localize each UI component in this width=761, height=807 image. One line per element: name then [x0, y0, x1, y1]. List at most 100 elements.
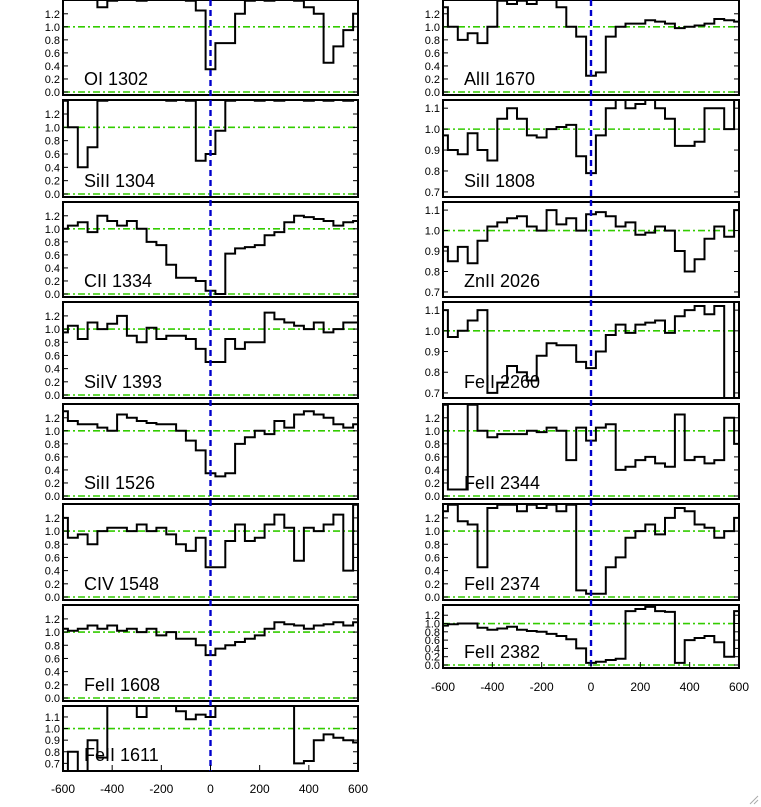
line-label: OI 1302 — [84, 69, 148, 89]
y-tick-label: 0.0 — [425, 660, 440, 672]
line-label: FeII 2260 — [464, 372, 540, 392]
panel-siii-1304: 0.00.2 0.40.60.8 1.01.2 SiII 1304 — [45, 99, 359, 201]
y-tick-label: 0.0 — [45, 87, 60, 99]
y-tick-label: 1.0 — [45, 122, 60, 134]
x-tick-label: -600 — [431, 680, 455, 694]
y-tick-label: 0.2 — [425, 579, 440, 591]
resize-grip-icon[interactable] — [747, 793, 759, 805]
spectrum-trace — [63, 311, 358, 363]
y-tick-label: 1.0 — [45, 724, 60, 736]
x-tick-label: 0 — [207, 782, 214, 796]
y-tick-label: 1.0 — [425, 226, 440, 238]
y-tick-label: 0.0 — [45, 693, 60, 705]
panel-siiv-1393: 0.00.20.4 0.60.81.01.2 SiIV 1393 — [45, 301, 359, 402]
y-tick-label: 1.0 — [425, 526, 440, 538]
y-tick-label: 1.0 — [425, 619, 440, 631]
panel-feii-2344: 0.00.20.40.60.81.01.2 FeII 2344 — [425, 403, 740, 503]
y-tick-label: 0.4 — [45, 61, 60, 73]
y-tick-label: 1.0 — [45, 526, 60, 538]
y-tick-label: 0.2 — [45, 74, 60, 86]
y-tick-label: 0.0 — [425, 491, 440, 503]
y-tick-label: 0.6 — [45, 452, 60, 464]
y-tick-label: 1.2 — [45, 9, 60, 21]
line-label: FeII 2374 — [464, 574, 540, 594]
line-label: ZnII 2026 — [464, 271, 540, 291]
line-label: FeII 1611 — [84, 745, 159, 765]
y-tick-label: 0.7 — [425, 187, 440, 199]
spectrum-trace — [443, 0, 739, 77]
spectrum-trace — [66, 706, 358, 771]
y-tick-label: 1.1 — [425, 205, 440, 217]
y-tick-label: 0.4 — [425, 566, 440, 578]
spectrum-trace — [443, 404, 739, 491]
y-tick-label: 0.4 — [425, 465, 440, 477]
y-tick-label: 0.2 — [425, 478, 440, 490]
y-tick-label: 1.1 — [425, 305, 440, 317]
y-tick-label: 1.2 — [425, 610, 440, 622]
y-tick-label: 1.0 — [45, 22, 60, 34]
line-label: FeII 2344 — [464, 473, 540, 493]
y-tick-label: 0.0 — [425, 87, 440, 99]
y-tick-label: 0.4 — [45, 364, 60, 376]
y-tick-label: 0.6 — [45, 250, 60, 262]
y-tick-label: 0.8 — [425, 367, 440, 379]
x-tick-label: -200 — [149, 782, 173, 796]
y-tick-label: 0.0 — [45, 592, 60, 604]
y-tick-label: 1.2 — [45, 211, 60, 223]
y-tick-label: 0.6 — [45, 350, 60, 362]
y-tick-label: 1.0 — [45, 224, 60, 236]
y-tick-label: 0.9 — [425, 347, 440, 359]
line-label: CIV 1548 — [84, 574, 159, 594]
y-tick-label: 0.4 — [45, 566, 60, 578]
y-tick-label: 0.2 — [45, 680, 60, 692]
panel-feii-1608: 0.00.20.4 0.60.81.01.2 FeII 1608 — [45, 604, 359, 705]
spectrum-trace — [443, 302, 736, 398]
y-tick-label: 0.9 — [425, 145, 440, 157]
y-tick-label: 0.8 — [425, 539, 440, 551]
x-tick-label: 200 — [630, 680, 650, 694]
spectrum-trace — [63, 504, 358, 572]
y-tick-label: 0.2 — [425, 652, 440, 664]
y-tick-label: 1.2 — [425, 9, 440, 21]
x-tick-label: 0 — [588, 680, 595, 694]
y-tick-label: 1.2 — [45, 413, 60, 425]
y-tick-label: 0.8 — [425, 166, 440, 178]
y-tick-label: 1.0 — [425, 326, 440, 338]
y-tick-label: 0.8 — [425, 439, 440, 451]
y-tick-label: 0.4 — [45, 162, 60, 174]
y-tick-label: 0.7 — [425, 287, 440, 299]
panel-siii-1808: 0.7 0.8 0.9 1.0 1.1 SiII 1808 — [425, 99, 740, 199]
spectrum-trace — [63, 621, 358, 657]
y-tick-label: 0.2 — [425, 74, 440, 86]
panel-oi-1302: 0.00.20.40.60.81.01.2 OI 1302 — [45, 0, 359, 99]
y-tick-label: 0.8 — [45, 337, 60, 349]
line-label: FeII 2382 — [464, 642, 540, 662]
y-tick-label: 1.1 — [45, 712, 60, 724]
y-tick-label: 0.6 — [425, 48, 440, 60]
y-tick-label: 0.8 — [45, 439, 60, 451]
y-tick-label: 0.7 — [45, 758, 60, 770]
line-label: SiII 1808 — [464, 171, 535, 191]
y-tick-label: 0.2 — [45, 377, 60, 389]
panel-znii-2026: 0.7 0.8 0.9 1.0 1.1 ZnII 2026 — [425, 201, 740, 299]
panel-feii-1611: 0.70.80.91.01.1 FeII 1611 — [45, 705, 359, 772]
y-tick-label: 0.8 — [45, 747, 60, 759]
y-tick-label: 1.2 — [425, 513, 440, 525]
x-tick-label: 600 — [348, 782, 368, 796]
spectrum-trace — [63, 214, 358, 295]
y-tick-label: 0.8 — [425, 627, 440, 639]
line-label: SiII 1304 — [84, 171, 155, 191]
y-tick-label: 0.0 — [45, 289, 60, 301]
y-tick-label: 0.6 — [45, 552, 60, 564]
y-tick-label: 0.6 — [425, 552, 440, 564]
x-tick-label: -400 — [100, 782, 124, 796]
y-tick-label: 0.8 — [425, 35, 440, 47]
y-tick-label: 0.6 — [425, 452, 440, 464]
y-tick-label: 0.8 — [45, 35, 60, 47]
y-tick-label: 0.2 — [45, 276, 60, 288]
y-tick-label: 1.0 — [45, 324, 60, 336]
x-tick-label: 400 — [299, 782, 319, 796]
spectrum-trace — [63, 410, 358, 478]
y-tick-label: 1.0 — [425, 426, 440, 438]
y-tick-label: 0.8 — [45, 237, 60, 249]
